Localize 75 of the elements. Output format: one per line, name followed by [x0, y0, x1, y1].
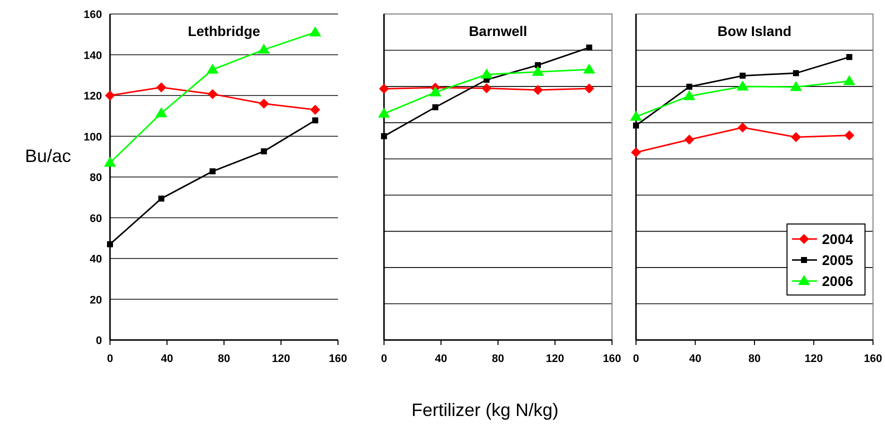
- point: [843, 75, 856, 86]
- x-tick-label: 120: [804, 353, 823, 365]
- point: [158, 196, 164, 202]
- x-tick-label: 40: [160, 353, 174, 365]
- point: [532, 84, 543, 95]
- point: [104, 156, 116, 167]
- point: [258, 44, 270, 54]
- point: [630, 110, 642, 121]
- point: [482, 83, 492, 94]
- point: [844, 130, 854, 140]
- point: [532, 66, 544, 76]
- x-tick-label: 40: [434, 353, 448, 365]
- point: [258, 98, 269, 109]
- x-tick-label: 120: [546, 353, 564, 365]
- y-tick-label: 20: [90, 294, 102, 306]
- point: [309, 26, 322, 36]
- y-tick-label: 140: [84, 50, 102, 62]
- y-tick-label: 60: [90, 212, 102, 225]
- point: [429, 86, 442, 96]
- point: [381, 133, 387, 140]
- x-tick-label: 80: [218, 353, 230, 365]
- legend-label: 2004: [822, 231, 854, 247]
- chart-title: Barnwell: [468, 23, 528, 39]
- x-axis-title: Fertilizer (kg N/kg): [411, 400, 559, 420]
- point: [378, 108, 390, 118]
- y-tick-label: 160: [84, 9, 102, 21]
- chart-title: Bow Island: [718, 23, 792, 39]
- point: [790, 132, 801, 142]
- point: [156, 82, 166, 92]
- point: [738, 122, 748, 132]
- point: [633, 122, 639, 129]
- point: [583, 64, 596, 74]
- y-tick-label: 100: [84, 131, 102, 144]
- point: [684, 134, 694, 145]
- x-tick-label: 40: [689, 353, 702, 365]
- point: [260, 148, 267, 154]
- point: [792, 70, 799, 76]
- x-tick-label: 0: [106, 353, 114, 365]
- x-tick-label: 120: [272, 353, 290, 365]
- point: [155, 107, 168, 118]
- legend-label: 2006: [822, 273, 854, 289]
- y-tick-label: 40: [90, 254, 102, 266]
- point: [210, 168, 216, 174]
- point: [480, 68, 493, 78]
- y-tick-label: 80: [90, 172, 102, 184]
- x-tick-label: 160: [328, 353, 348, 365]
- point: [208, 89, 218, 100]
- x-tick-label: 80: [492, 353, 504, 365]
- point: [846, 54, 852, 60]
- x-tick-label: 160: [864, 353, 882, 365]
- x-tick-label: 160: [602, 353, 622, 365]
- point: [534, 62, 541, 68]
- point: [740, 72, 746, 79]
- point: [586, 44, 592, 51]
- point: [432, 104, 438, 110]
- y-axis-title: Bu/ac: [24, 146, 72, 166]
- point: [312, 117, 318, 124]
- legend-label: 2005: [822, 252, 854, 268]
- x-tick-label: 0: [632, 353, 640, 365]
- point: [105, 90, 115, 100]
- point: [584, 84, 594, 94]
- y-tick-label: 0: [96, 335, 102, 347]
- point: [686, 84, 692, 90]
- point: [379, 84, 389, 94]
- point: [310, 104, 320, 115]
- y-tick-label: 120: [84, 90, 102, 102]
- point: [790, 81, 802, 92]
- point: [107, 241, 113, 248]
- x-tick-label: 80: [748, 353, 761, 365]
- point: [736, 80, 749, 90]
- text: Lethbridge: [188, 23, 260, 39]
- point: [683, 90, 696, 100]
- x-tick-label: 0: [380, 353, 388, 365]
- point: [631, 147, 641, 158]
- point: [206, 64, 219, 74]
